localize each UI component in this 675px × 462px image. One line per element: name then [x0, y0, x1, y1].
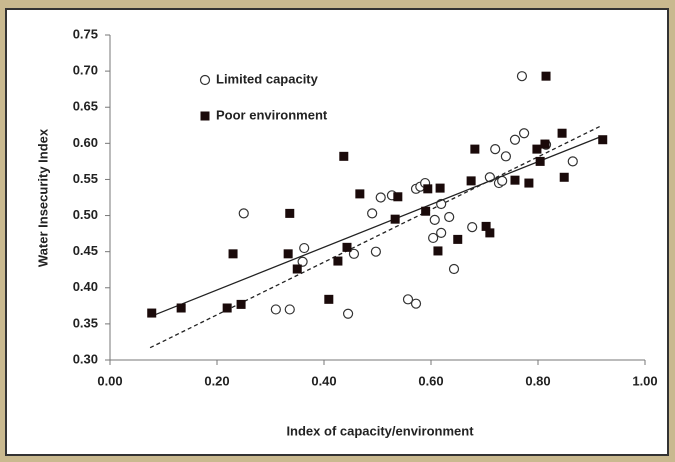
y-tick-label: 0.55: [73, 171, 98, 186]
y-tick-label: 0.30: [73, 351, 98, 366]
point: [339, 151, 349, 161]
point: [375, 192, 386, 203]
point: [516, 71, 528, 82]
point: [532, 144, 542, 154]
y-tick-label: 0.75: [73, 26, 98, 41]
point: [348, 248, 360, 259]
point: [393, 192, 403, 202]
point: [535, 156, 545, 166]
point: [541, 71, 551, 81]
point: [421, 206, 431, 216]
point: [292, 264, 302, 274]
y-tick-label: 0.65: [73, 99, 98, 114]
point: [228, 249, 238, 259]
x-tick-label: 1.00: [632, 373, 657, 388]
point: [367, 208, 378, 219]
point: [453, 234, 463, 244]
point: [490, 144, 501, 155]
point: [559, 172, 569, 182]
point: [410, 298, 422, 309]
point: [467, 222, 478, 233]
x-tick-label: 0.20: [204, 373, 229, 388]
legend-label: Poor environment: [216, 107, 328, 122]
x-tick-label: 0.40: [311, 373, 336, 388]
point: [428, 232, 439, 244]
point: [518, 128, 530, 139]
legend-marker: [200, 111, 210, 121]
point: [436, 227, 447, 238]
point: [433, 246, 443, 256]
point: [598, 135, 608, 145]
point: [355, 189, 365, 199]
point: [299, 242, 310, 254]
point: [270, 304, 281, 315]
point: [423, 184, 433, 194]
point: [470, 144, 480, 154]
point: [466, 176, 476, 186]
point: [429, 214, 440, 225]
point: [524, 178, 534, 188]
x-tick-label: 0.60: [418, 373, 443, 388]
point: [448, 263, 460, 275]
y-tick-label: 0.35: [73, 315, 98, 330]
x-tick-label: 0.80: [525, 373, 550, 388]
point: [342, 308, 354, 319]
point: [283, 249, 293, 259]
point: [557, 128, 567, 138]
x-axis-title: Index of capacity/environment: [286, 423, 474, 438]
point: [485, 228, 495, 238]
y-tick-label: 0.60: [73, 135, 98, 150]
y-tick-label: 0.45: [73, 243, 98, 258]
point: [402, 294, 414, 305]
point: [567, 156, 578, 167]
point: [500, 151, 511, 162]
point: [238, 208, 249, 219]
y-tick-label: 0.40: [73, 279, 98, 294]
point: [284, 304, 295, 315]
chart-frame: [5, 8, 669, 456]
y-tick-label: 0.50: [73, 207, 98, 222]
point: [176, 303, 186, 313]
y-axis-title: Water Insecurity Index: [35, 128, 50, 267]
point: [444, 211, 455, 223]
point: [333, 256, 343, 266]
point: [540, 139, 550, 149]
point: [297, 256, 308, 267]
point: [324, 294, 334, 304]
point: [390, 214, 400, 224]
point: [147, 308, 157, 318]
point: [509, 134, 521, 145]
trendline: [149, 135, 603, 318]
point: [481, 221, 491, 231]
point: [222, 303, 232, 313]
point: [236, 299, 246, 309]
point: [510, 175, 520, 185]
x-tick-label: 0.00: [97, 373, 122, 388]
point: [370, 246, 381, 257]
y-tick-label: 0.70: [73, 63, 98, 78]
point: [435, 183, 445, 193]
point: [342, 242, 352, 252]
legend-label: Limited capacity: [216, 71, 319, 86]
legend-marker: [199, 74, 211, 86]
point: [285, 208, 295, 218]
